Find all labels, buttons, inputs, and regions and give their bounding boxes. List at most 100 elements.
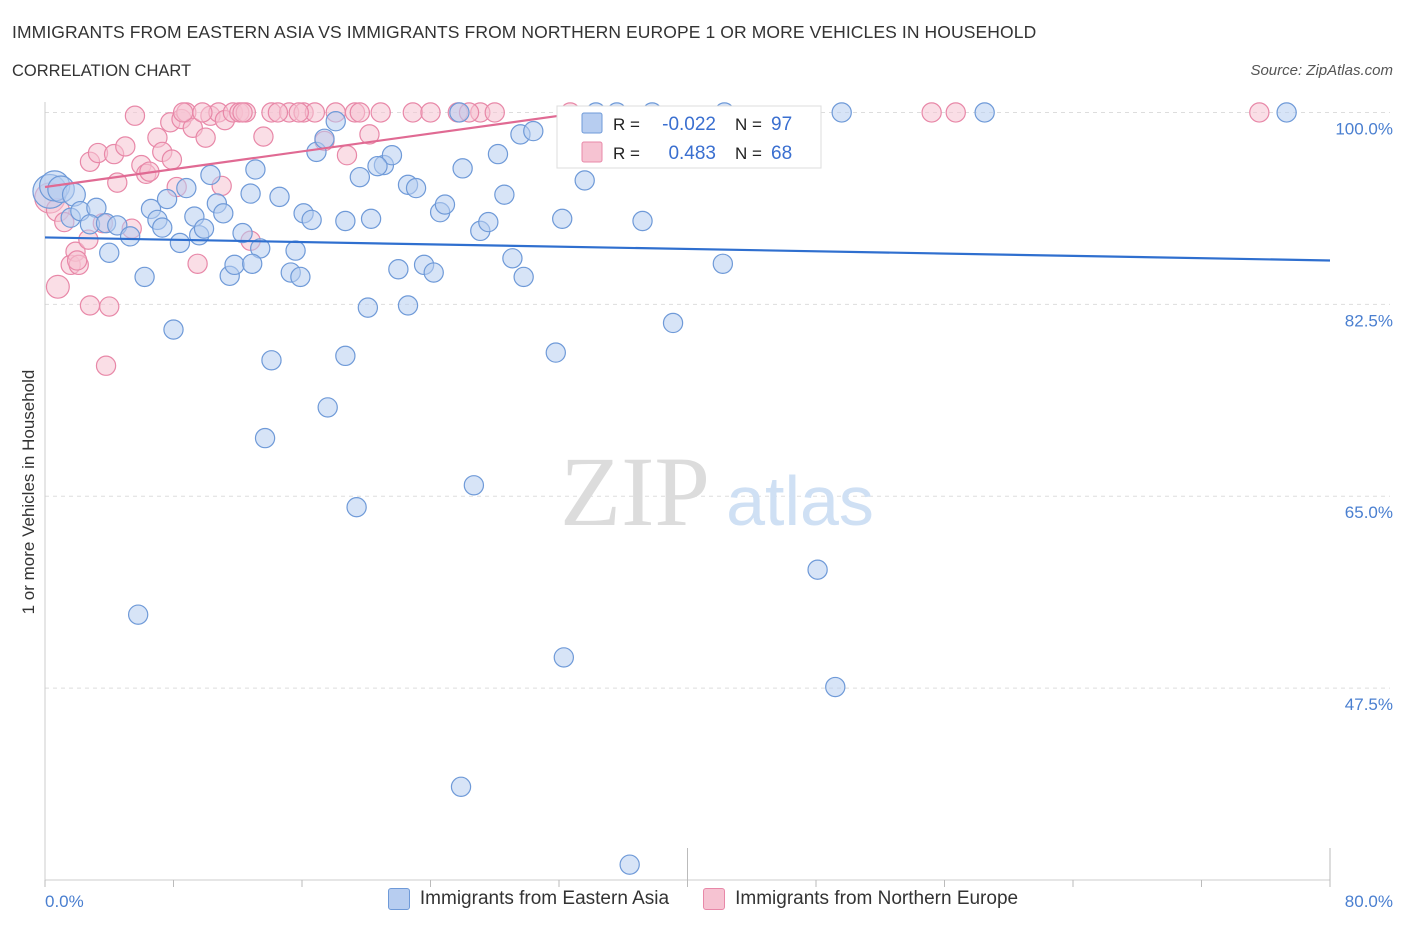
- blue-point-42: [360, 208, 382, 229]
- blue-point-55: [494, 184, 515, 205]
- pink-point-48: [484, 102, 505, 123]
- blue-point-45: [388, 259, 409, 280]
- blue-point-17: [169, 232, 191, 254]
- pink-point-67: [172, 102, 194, 123]
- pink-point-53: [95, 355, 117, 376]
- blue-point-79: [335, 345, 356, 367]
- blue-point-28: [240, 183, 261, 204]
- legend-item-northern-europe[interactable]: Immigrants from Northern Europe: [703, 888, 1018, 910]
- pink-point-57: [161, 149, 183, 170]
- pink-point-50: [921, 102, 942, 123]
- blue-point-40: [335, 210, 356, 232]
- blue-point-39: [325, 111, 346, 132]
- blue-point-15: [152, 217, 173, 238]
- blue-point-32: [269, 186, 290, 208]
- legend-swatch-blue: [581, 112, 603, 134]
- blue-point-76: [127, 604, 149, 625]
- blue-point-27: [232, 222, 253, 244]
- pink-point-51: [945, 102, 966, 123]
- pink-point-66: [232, 102, 253, 123]
- blue-point-68: [1276, 102, 1297, 123]
- correlation-legend: R = -0.022 N = 97 R = 0.483 N = 68: [556, 105, 822, 169]
- pink-point-59: [267, 102, 289, 123]
- blue-point-66: [831, 102, 852, 123]
- blue-point-10: [99, 242, 120, 263]
- blue-point-12: [134, 266, 155, 288]
- pink-point-42: [336, 145, 358, 166]
- chart-title: IMMIGRANTS FROM EASTERN ASIA VS IMMIGRAN…: [12, 22, 1037, 42]
- blue-point-83: [423, 262, 444, 283]
- blue-point-81: [463, 475, 485, 496]
- blue-point-24: [213, 203, 234, 224]
- blue-point-87: [825, 676, 846, 698]
- blue-point-18: [176, 177, 197, 199]
- blue-point-58: [523, 120, 544, 142]
- blue-point-75: [163, 319, 184, 340]
- blue-point-85: [619, 854, 640, 875]
- watermark-atlas: atlas: [726, 462, 874, 540]
- legend-n-label-blue: N =: [735, 115, 762, 134]
- pink-point-26: [187, 253, 208, 274]
- chart-subtitle: CORRELATION CHART: [12, 62, 192, 80]
- legend-r-value-pink: 0.483: [668, 143, 716, 164]
- pink-point-54: [79, 295, 101, 316]
- y-tick-label-0: 100.0%: [1335, 119, 1393, 138]
- blue-point-21: [193, 218, 215, 239]
- blue-point-90: [513, 266, 534, 288]
- y-tick-label-1: 82.5%: [1345, 311, 1393, 330]
- blue-point-16: [156, 188, 178, 210]
- blue-point-38: [314, 128, 335, 149]
- trend-line-northern-europe: [44, 111, 584, 189]
- pink-point-63: [420, 102, 441, 123]
- pink-point-61: [349, 102, 371, 123]
- pink-point-3: [45, 274, 70, 299]
- blue-point-54: [487, 143, 509, 165]
- watermark-zip: ZIP: [560, 436, 710, 547]
- blue-point-82: [553, 647, 575, 668]
- pink-point-45: [370, 102, 391, 123]
- blue-point-86: [807, 559, 828, 580]
- y-axis-label: 1 or more Vehicles in Household: [19, 370, 38, 615]
- y-tick-label-3: 47.5%: [1345, 695, 1393, 714]
- blue-point-53: [478, 211, 499, 233]
- blue-point-70: [662, 312, 684, 334]
- legend-item-eastern-asia[interactable]: Immigrants from Eastern Asia: [387, 888, 669, 910]
- legend-swatch-northern-europe: [703, 888, 726, 910]
- legend-swatch-pink: [581, 141, 603, 163]
- pink-point-56: [66, 250, 88, 271]
- blue-point-41: [349, 166, 371, 188]
- pink-point-65: [192, 102, 213, 123]
- legend-r-value-blue: -0.022: [662, 114, 716, 135]
- blue-point-78: [346, 496, 367, 518]
- x-tick-label-min: 0.0%: [45, 892, 84, 911]
- legend-r-label-blue: R =: [613, 115, 640, 134]
- legend-n-value-pink: 68: [771, 143, 792, 164]
- pink-point-60: [288, 102, 309, 123]
- blue-point-36: [301, 209, 322, 231]
- blue-point-92: [242, 253, 263, 274]
- blue-point-31: [261, 350, 282, 371]
- blue-point-88: [397, 295, 419, 316]
- blue-point-56: [502, 248, 523, 269]
- blue-point-61: [574, 170, 595, 191]
- legend-swatch-eastern-asia: [387, 888, 410, 910]
- blue-point-26: [224, 254, 245, 276]
- source-credit: Source: ZipAtlas.com: [1250, 62, 1393, 79]
- blue-point-72: [712, 253, 734, 274]
- axes: [44, 102, 1331, 887]
- blue-point-29: [245, 159, 266, 180]
- trend-lines: [44, 111, 1331, 262]
- legend-label-northern-europe: Immigrants from Northern Europe: [735, 888, 1019, 909]
- x-tick-label-max: 80.0%: [1345, 892, 1393, 911]
- blue-point-59: [552, 208, 573, 229]
- blue-point-69: [449, 102, 470, 123]
- watermark: ZIP atlas: [560, 436, 874, 547]
- blue-point-67: [974, 102, 995, 123]
- blue-point-22: [200, 164, 221, 186]
- blue-point-44: [381, 145, 403, 166]
- pink-point-35: [253, 126, 274, 147]
- blue-point-73: [545, 342, 566, 363]
- blue-point-77: [317, 397, 338, 418]
- pink-point-62: [402, 102, 424, 123]
